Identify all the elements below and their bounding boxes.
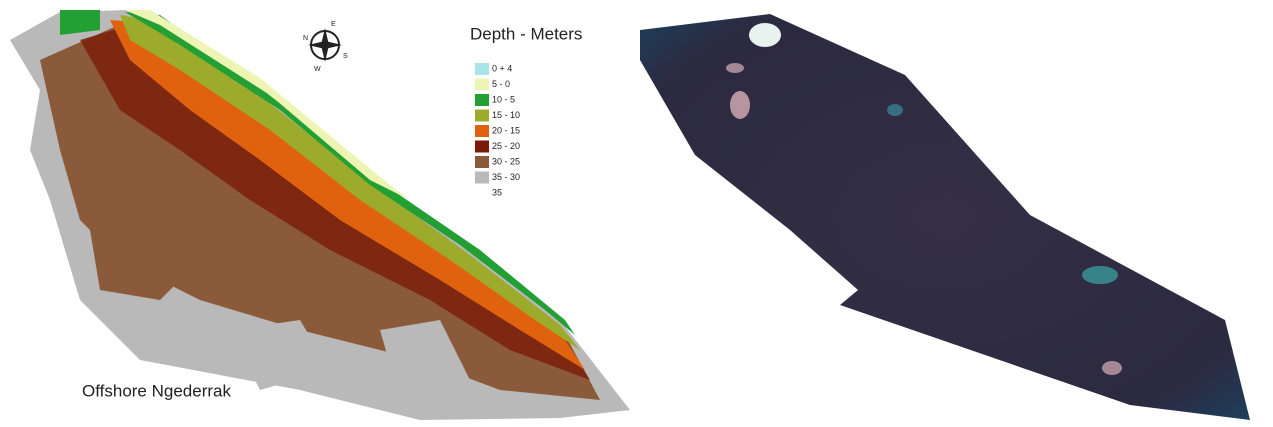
legend-label: 20 - 15 [492, 125, 520, 135]
legend-swatch [475, 78, 489, 91]
legend-label: 0 + 4 [492, 63, 512, 73]
legend-label: 35 - 30 [492, 172, 520, 182]
legend-swatch [475, 109, 489, 122]
compass-s: S [343, 53, 348, 60]
legend-label: 5 - 0 [492, 79, 510, 89]
satellite-image [640, 14, 1250, 420]
legend-label: 30 - 25 [492, 156, 520, 166]
legend-swatch [475, 94, 489, 106]
compass-e: E [331, 21, 336, 28]
legend-swatch [474, 186, 490, 200]
legend-label: 10 - 5 [492, 94, 515, 104]
terrain-model [10, 10, 630, 420]
compass: N E S W [303, 21, 348, 73]
compass-w: W [314, 66, 321, 73]
compass-n: N [303, 35, 308, 42]
legend: 0 + 4 5 - 0 10 - 5 15 - 10 20 - 15 25 - 20 30 … [474, 63, 520, 200]
site-label: Offshore Ngederrak [82, 381, 231, 400]
legend-label: 25 - 20 [492, 141, 520, 151]
legend-swatch [475, 63, 489, 75]
legend-swatch [475, 125, 489, 137]
legend-label: 35 [492, 187, 502, 197]
legend-swatch [475, 140, 489, 153]
legend-title: Depth - Meters [470, 24, 582, 43]
legend-swatch [475, 156, 489, 168]
legend-label: 15 - 10 [492, 110, 520, 120]
legend-swatch [475, 171, 489, 184]
